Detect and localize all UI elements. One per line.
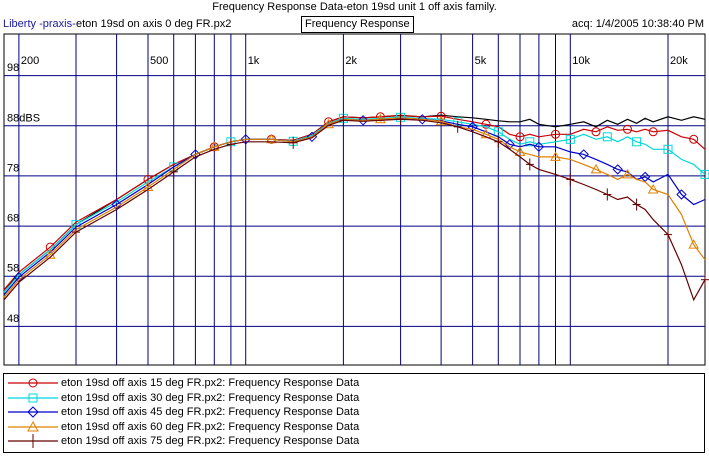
x-tick-label: 2k	[345, 55, 357, 67]
series-marker-4	[375, 113, 386, 124]
series-marker-1	[481, 119, 491, 129]
series-marker-2	[632, 137, 642, 147]
y-tick-label: 58	[7, 263, 19, 275]
legend-label: eton 19sd off axis 30 deg FR.px2: Freque…	[61, 391, 360, 404]
series-marker-3	[612, 164, 623, 175]
series-marker-1	[689, 134, 699, 144]
series-marker-4	[590, 163, 602, 174]
legend-swatch	[8, 434, 58, 448]
series-marker-4	[550, 151, 561, 161]
series-marker-1	[551, 129, 560, 139]
series-marker-4	[266, 133, 277, 144]
series-marker-3	[533, 141, 545, 153]
plot-frame	[3, 33, 706, 366]
series-marker-1	[591, 127, 601, 137]
series-marker-1	[515, 132, 525, 142]
chart-legend: eton 19sd off axis 15 deg FR.px2: Freque…	[3, 373, 705, 453]
series-marker-1	[648, 127, 658, 137]
series-marker-2	[525, 137, 535, 147]
subtitle: eton 19sd on axis 0 deg FR.px2	[76, 18, 232, 30]
series-marker-4	[208, 141, 220, 151]
series-marker-4	[514, 146, 526, 156]
x-tick-label: 5k	[475, 55, 487, 67]
series-marker-4	[480, 128, 492, 139]
series-marker-2	[565, 134, 575, 144]
series-marker-4	[688, 239, 700, 249]
legend-marker	[27, 406, 39, 418]
frequency-response-chart: 200 500 1k 2k 5k 10k 20k 98 88dBS 78 68 58 48	[3, 33, 709, 366]
series-marker-3	[240, 134, 251, 145]
legend-label: eton 19sd off axis 75 deg FR.px2: Freque…	[61, 435, 360, 447]
legend-entry: eton 19sd off axis 75 deg FR.px2: Freque…	[4, 434, 704, 448]
panel-title: Frequency Response	[301, 16, 414, 33]
legend-swatch	[8, 420, 58, 431]
series-marker-4	[647, 183, 659, 194]
legend-swatch	[8, 406, 58, 418]
y-tick-label: 88dBS	[7, 112, 40, 124]
series-marker-2	[700, 169, 709, 179]
legend-entry: eton 19sd off axis 15 deg FR.px2: Freque…	[4, 376, 704, 390]
series-marker-2	[602, 132, 612, 142]
legend-swatch	[8, 393, 58, 402]
y-tick-label: 68	[7, 213, 19, 225]
series-marker-4	[142, 181, 154, 191]
series-marker-3	[676, 189, 687, 200]
legend-entry: eton 19sd off axis 60 deg FR.px2: Freque…	[4, 420, 704, 434]
legend-entry: eton 19sd off axis 45 deg FR.px2: Freque…	[4, 405, 704, 419]
legend-marker	[27, 420, 39, 431]
acquired-timestamp: acq: 1/4/2005 10:38:40 PM	[571, 18, 704, 30]
legend-label: eton 19sd off axis 15 deg FR.px2: Freque…	[61, 377, 360, 389]
x-tick-label: 200	[21, 55, 39, 67]
legend-marker	[28, 393, 38, 402]
brand-label: Liberty -praxis-	[3, 18, 76, 30]
legend-label: eton 19sd off axis 60 deg FR.px2: Freque…	[61, 420, 360, 433]
series-marker-4	[622, 168, 633, 179]
y-tick-label: 48	[7, 313, 19, 325]
y-tick-label: 98	[7, 62, 19, 74]
series-marker-4	[435, 115, 447, 126]
page-title: Frequency Response Data-eton 19sd unit 1…	[212, 1, 497, 13]
series-marker-3	[578, 149, 589, 160]
x-tick-label: 20k	[670, 55, 688, 67]
series-marker-4	[323, 118, 334, 129]
series-marker-2	[663, 144, 673, 154]
x-tick-label: 10k	[572, 55, 590, 67]
legend-swatch	[8, 378, 58, 388]
series-marker-1	[623, 124, 632, 134]
series-marker-3	[357, 115, 369, 126]
series-marker-3	[417, 114, 428, 125]
y-tick-label: 78	[7, 162, 19, 174]
legend-entry: eton 19sd off axis 30 deg FR.px2: Freque…	[4, 391, 704, 405]
x-tick-label: 500	[150, 55, 168, 67]
legend-marker	[28, 378, 38, 388]
legend-label: eton 19sd off axis 45 deg FR.px2: Freque…	[61, 406, 360, 418]
x-tick-label: 1k	[248, 55, 260, 67]
